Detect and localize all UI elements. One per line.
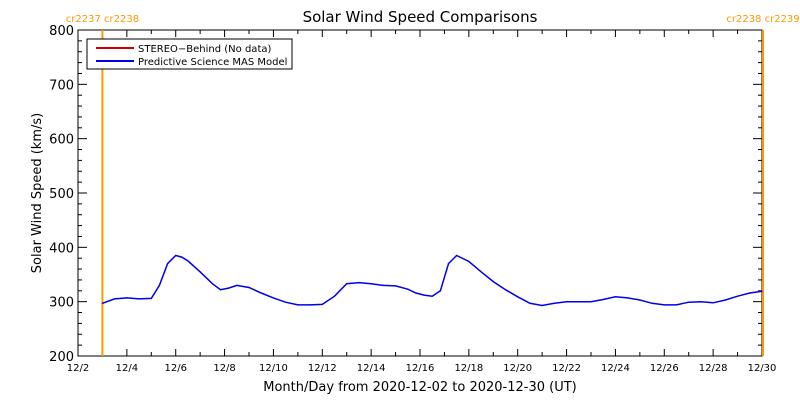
chart-title: Solar Wind Speed Comparisons [303, 8, 538, 26]
x-axis-ticks: 12/2 12/4 12/6 12/8 12/10 12/12 12/14 12/16 12/1… [67, 30, 777, 374]
series-point [675, 304, 678, 306]
series-point [504, 289, 507, 291]
y-tick-label: 500 [49, 187, 74, 202]
x-tick-label: 12/8 [213, 363, 235, 374]
x-tick-label: 12/20 [503, 363, 532, 374]
y-tick-label: 200 [49, 350, 74, 365]
series-point [219, 289, 222, 291]
legend: STEREO−Behind (No data) Predictive Scien… [86, 38, 293, 70]
x-tick-label: 12/16 [406, 363, 435, 374]
series-point [737, 295, 739, 297]
series-point [480, 271, 482, 273]
series-point [181, 256, 183, 258]
x-tick-label: 12/12 [308, 363, 337, 374]
x-tick-label: 12/26 [650, 363, 679, 374]
series-point [297, 304, 299, 306]
series-point [468, 260, 470, 263]
plot-frame [77, 29, 763, 357]
series-point [712, 302, 714, 304]
series-point [415, 292, 417, 294]
series-point [167, 263, 169, 265]
series-point [126, 297, 128, 299]
cr-marker-left-label: cr2237 cr2238 [66, 14, 139, 25]
series-point [285, 301, 287, 303]
x-tick-label: 12/2 [67, 363, 89, 374]
series-point [688, 301, 690, 303]
series-point [236, 284, 238, 286]
x-tick-label: 12/10 [259, 363, 288, 374]
series-point [101, 302, 103, 304]
series-point [578, 301, 580, 303]
x-tick-label: 12/30 [748, 363, 777, 374]
series-point [724, 299, 727, 301]
series-point [761, 290, 763, 292]
series-point [663, 304, 665, 306]
series-point [321, 303, 323, 305]
series-point [382, 284, 384, 286]
series-point [228, 287, 230, 289]
legend-label-stereo: STEREO−Behind (No data) [138, 44, 271, 55]
series-line-1 [102, 254, 763, 307]
x-tick-label: 12/14 [357, 363, 386, 374]
series-point [150, 297, 152, 299]
series-point [431, 295, 433, 297]
series-point [407, 288, 409, 290]
series-point [439, 290, 441, 292]
series-point [700, 301, 702, 303]
series-point [447, 263, 450, 265]
series-point [651, 302, 653, 304]
series-point [639, 299, 641, 301]
y-tick-label: 600 [49, 133, 74, 148]
series-point [211, 283, 213, 285]
x-tick-label: 12/28 [699, 363, 728, 374]
carrington-rotation-markers: cr2237 cr2238 cr2238 cr2239 [66, 14, 800, 356]
series-point [138, 298, 140, 300]
series-point [456, 254, 458, 257]
legend-box [86, 38, 293, 70]
y-tick-label: 400 [49, 241, 74, 256]
y-axis-label: Solar Wind Speed (km/s) [30, 113, 45, 273]
series-point [333, 295, 336, 297]
series-point [529, 302, 531, 304]
series-point [602, 298, 604, 301]
series-point [309, 304, 311, 306]
series-point [260, 292, 262, 294]
y-axis-ticks: 200 300 400 500 600 700 800 [49, 24, 762, 365]
x-tick-label: 12/22 [552, 363, 581, 374]
x-axis-label: Month/Day from 2020-12-02 to 2020-12-30 … [263, 380, 576, 395]
cr-marker-right-label: cr2238 cr2239 [726, 14, 799, 25]
series-point [614, 296, 617, 298]
series-point [590, 301, 592, 303]
series-point [517, 296, 519, 298]
series-point [272, 297, 274, 299]
series-point [370, 283, 372, 285]
series-point [158, 284, 160, 286]
series-point [566, 301, 568, 303]
series-point [423, 294, 425, 296]
x-tick-label: 12/18 [454, 363, 483, 374]
series-point [492, 281, 494, 283]
legend-label-mas-model: Predictive Science MAS Model [138, 57, 287, 68]
x-tick-label: 12/6 [164, 363, 186, 374]
series-point [395, 285, 397, 287]
y-tick-label: 300 [49, 296, 74, 311]
series-point [187, 260, 189, 262]
series-point [553, 302, 556, 304]
series-point [749, 292, 751, 294]
y-tick-label: 800 [49, 24, 74, 39]
series-lines [101, 254, 763, 307]
series-point [175, 254, 177, 257]
series-point [199, 271, 201, 273]
series-point [541, 304, 543, 307]
series-point [358, 282, 360, 284]
x-tick-label: 12/24 [601, 363, 630, 374]
x-tick-label: 12/4 [116, 363, 138, 374]
series-point [346, 283, 348, 285]
series-point [627, 297, 629, 299]
series-point [248, 286, 250, 289]
series-point [114, 298, 116, 300]
y-tick-label: 700 [49, 78, 74, 93]
